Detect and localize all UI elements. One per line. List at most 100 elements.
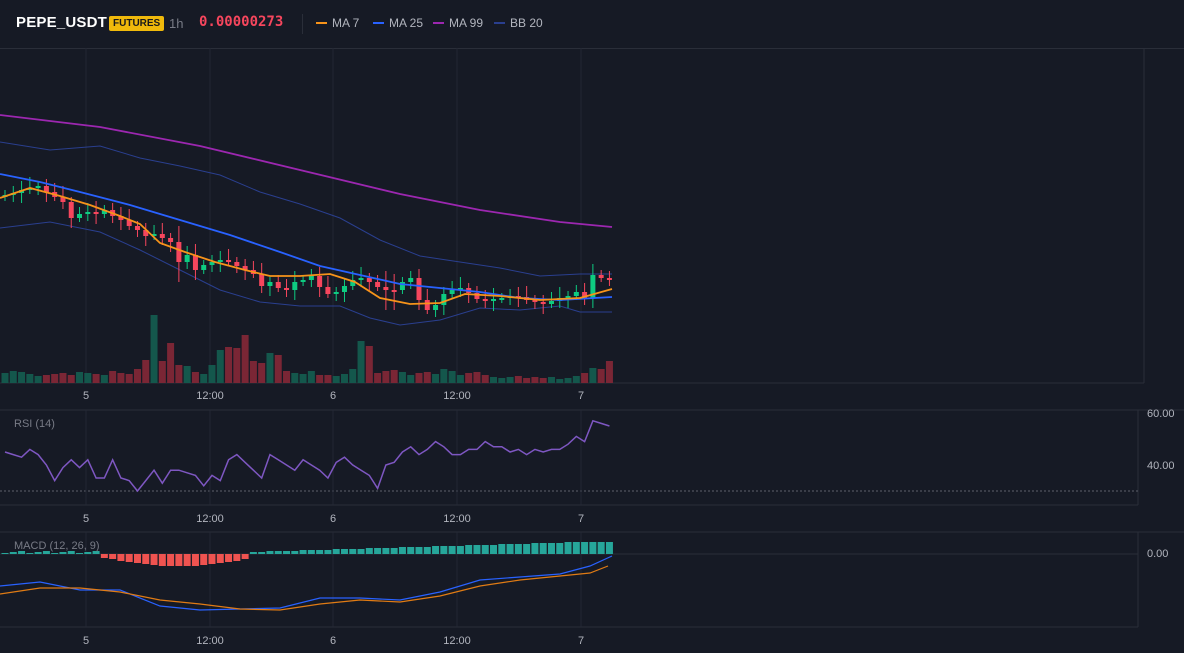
- macd-label: MACD (12, 26, 9): [14, 540, 100, 552]
- macd-histogram-bar: [191, 554, 199, 566]
- volume-bar: [1, 373, 9, 383]
- volume-bar: [274, 355, 282, 383]
- macd-histogram-bar: [258, 552, 266, 554]
- bullish-candle: [77, 214, 83, 218]
- macd-histogram-bar: [390, 548, 398, 554]
- time-label: 7: [577, 390, 585, 402]
- volume-bar: [514, 376, 522, 383]
- volume-bar: [605, 361, 613, 383]
- volume-bar: [249, 361, 257, 383]
- bearish-candle: [391, 290, 397, 292]
- bearish-candle: [68, 202, 74, 218]
- volume-bar: [216, 350, 224, 383]
- volume-bar: [556, 379, 564, 383]
- macd-histogram-bar: [133, 554, 141, 563]
- signal-line: [0, 565, 609, 611]
- ma7-swatch: [316, 22, 327, 24]
- volume-bar: [523, 378, 531, 383]
- macd-histogram-bar: [556, 543, 564, 554]
- macd-histogram-bar: [18, 551, 26, 554]
- bullish-candle: [85, 212, 91, 214]
- volume-bar: [258, 363, 266, 383]
- macd-histogram-bar: [340, 549, 348, 554]
- volume-bar: [473, 372, 481, 383]
- macd-histogram-bar: [481, 545, 489, 554]
- macd-histogram-bar: [283, 551, 291, 554]
- legend-ma25[interactable]: MA 25: [373, 16, 423, 30]
- macd-histogram-bar: [572, 542, 580, 554]
- bearish-candle: [540, 302, 546, 304]
- bearish-candle: [93, 212, 99, 214]
- bullish-candle: [267, 282, 273, 286]
- macd-histogram-bar: [332, 549, 340, 554]
- bearish-candle: [598, 275, 604, 278]
- macd-histogram-bar: [581, 542, 589, 554]
- time-label: 7: [577, 635, 585, 647]
- time-label: 5: [82, 390, 90, 402]
- volume-bar: [59, 373, 67, 383]
- volume-bar: [307, 371, 315, 383]
- macd-histogram-bar: [175, 554, 183, 566]
- volume-bar: [332, 376, 340, 383]
- volume-bar: [84, 373, 92, 383]
- macd-histogram-bar: [357, 549, 365, 554]
- volume-bar: [34, 376, 42, 383]
- bearish-candle: [159, 234, 165, 238]
- bearish-candle: [383, 287, 389, 290]
- macd-histogram-bar: [531, 543, 539, 554]
- bearish-candle: [482, 299, 488, 301]
- volume-bar: [183, 366, 191, 383]
- ma25-swatch: [373, 22, 384, 24]
- bearish-candle: [118, 216, 124, 220]
- volume-bar: [382, 371, 390, 383]
- legend-ma7[interactable]: MA 7: [316, 16, 359, 30]
- macd-histogram-bar: [67, 551, 75, 554]
- bullish-candle: [350, 280, 356, 286]
- macd-histogram-bar: [415, 547, 423, 554]
- volume-bar: [448, 371, 456, 383]
- volume-bar: [26, 374, 34, 383]
- bullish-candle: [590, 275, 596, 298]
- bearish-candle: [143, 230, 149, 236]
- bullish-candle: [565, 296, 571, 298]
- macd-histogram-bar: [382, 548, 390, 554]
- rsi-axis-60: 60.00: [1147, 408, 1175, 420]
- bullish-candle: [433, 305, 439, 310]
- volume-bar: [316, 375, 324, 383]
- macd-histogram-bar: [183, 554, 191, 566]
- volume-bar: [390, 370, 398, 383]
- macd-histogram-bar: [249, 552, 257, 554]
- interval-selector[interactable]: 1h: [169, 16, 184, 31]
- legend-bb20-label: BB 20: [510, 16, 543, 30]
- legend-bb20[interactable]: BB 20: [494, 16, 543, 30]
- volume-bar: [233, 348, 241, 383]
- time-label: 12:00: [443, 390, 471, 402]
- macd-histogram-bar: [125, 554, 133, 562]
- volume-bar: [299, 374, 307, 383]
- macd-histogram-bar: [564, 542, 572, 554]
- bullish-candle: [217, 260, 223, 262]
- bearish-candle: [234, 262, 240, 266]
- macd-histogram-bar: [589, 542, 597, 554]
- macd-histogram-bar: [523, 544, 531, 554]
- bearish-candle: [366, 278, 372, 282]
- macd-histogram-bar: [299, 550, 307, 554]
- bb20-swatch: [494, 22, 505, 24]
- macd-histogram-bar: [216, 554, 224, 563]
- macd-histogram-bar: [423, 547, 431, 554]
- bearish-candle: [532, 300, 538, 302]
- time-label: 12:00: [196, 390, 224, 402]
- legend-ma99[interactable]: MA 99: [433, 16, 483, 30]
- macd-histogram-bar: [398, 547, 406, 554]
- macd-histogram-bar: [597, 542, 605, 554]
- bullish-candle: [151, 234, 157, 236]
- volume-bar: [225, 347, 233, 383]
- volume-bar: [398, 372, 406, 383]
- bullish-candle: [441, 294, 447, 305]
- time-label: 6: [329, 513, 337, 525]
- bullish-candle: [399, 282, 405, 290]
- symbol-name[interactable]: PEPE_USDT: [16, 14, 107, 31]
- bullish-candle: [101, 210, 107, 214]
- bearish-candle: [416, 278, 422, 300]
